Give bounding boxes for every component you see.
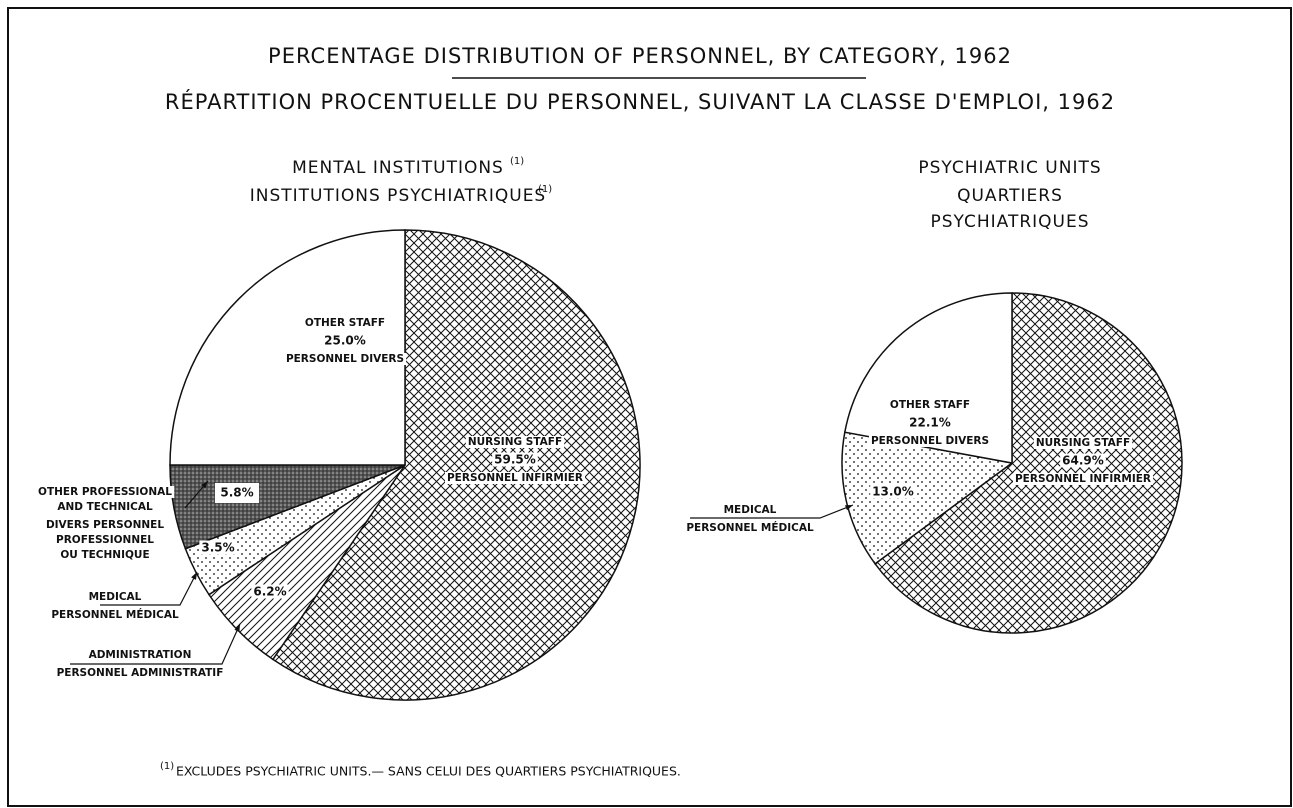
footnote: EXCLUDES PSYCHIATRIC UNITS.— SANS CELUI … xyxy=(176,764,681,779)
slice-label: OTHER STAFF xyxy=(890,399,970,411)
text-halo xyxy=(251,584,289,599)
arrowhead xyxy=(201,481,208,489)
arrowhead xyxy=(191,572,197,580)
text-halo xyxy=(302,317,388,329)
slice-label: NURSING STAFF xyxy=(1036,437,1130,449)
text-halo xyxy=(54,667,226,679)
title: PERCENTAGE DISTRIBUTION OF PERSONNEL, BY… xyxy=(268,44,1012,68)
text-halo xyxy=(684,521,816,534)
text-halo xyxy=(86,591,144,603)
slice-label: MEDICAL xyxy=(89,591,142,603)
pie-title: MENTAL INSTITUTIONS xyxy=(292,158,504,178)
slice-label: NURSING STAFF xyxy=(468,436,562,448)
slice-label-fr: PERSONNEL MÉDICAL xyxy=(51,608,179,621)
arrowhead xyxy=(845,505,853,511)
slice-label-fr: PERSONNEL MÉDICAL xyxy=(686,521,814,534)
slice-value: 25.0% xyxy=(324,334,366,348)
text-halo xyxy=(199,540,237,555)
pie-title-fr: PSYCHIATRIQUES xyxy=(930,212,1089,232)
leader xyxy=(70,623,241,665)
slice-label-fr: PERSONNEL DIVERS xyxy=(286,353,404,365)
slice-label: AND TECHNICAL xyxy=(57,501,153,513)
pie-slice xyxy=(874,292,1183,634)
slice-value: 6.2% xyxy=(253,585,286,599)
pie-slice xyxy=(843,292,1013,464)
pie-title-fr: QUARTIERS xyxy=(957,186,1063,206)
text-halo xyxy=(465,436,565,448)
pie-slice xyxy=(841,431,1014,565)
text-halo xyxy=(54,534,157,546)
slice-label-fr: DIVERS PERSONNEL xyxy=(46,519,164,531)
text-halo xyxy=(218,485,256,500)
slice-label-fr: PERSONNEL DIVERS xyxy=(871,435,989,447)
slice-label: OTHER PROFESSIONAL xyxy=(38,486,172,498)
slice-label: OTHER STAFF xyxy=(305,317,385,329)
slice-label-fr: PERSONNEL INFIRMIER xyxy=(447,472,583,484)
text-halo xyxy=(58,549,152,561)
text-halo xyxy=(870,484,916,499)
text-halo xyxy=(283,353,407,365)
slice-value: 64.9% xyxy=(1062,454,1104,468)
text-halo xyxy=(721,504,779,516)
pie-slice xyxy=(169,229,406,466)
text-halo xyxy=(1060,453,1106,468)
pie-slice xyxy=(271,229,641,701)
slice-label-fr: PERSONNEL INFIRMIER xyxy=(1015,473,1151,485)
text-halo xyxy=(1012,473,1154,485)
text-halo xyxy=(907,415,953,430)
text-halo xyxy=(444,472,586,484)
frame xyxy=(7,7,1292,807)
pie-title-fr: INSTITUTIONS PSYCHIATRIQUES xyxy=(250,186,546,206)
text-halo xyxy=(868,435,992,447)
text-halo xyxy=(36,486,175,498)
arrowhead xyxy=(234,624,240,632)
slice-label-fr: PROFESSIONNEL xyxy=(56,534,154,546)
title-ref: (1) xyxy=(538,184,552,195)
footnote-ref: (1) xyxy=(160,761,174,772)
text-halo xyxy=(322,333,368,348)
text-halo xyxy=(492,452,538,467)
pie-title: PSYCHIATRIC UNITS xyxy=(918,158,1101,178)
slice-value: 13.0% xyxy=(872,485,914,499)
slice-label-fr: OU TECHNIQUE xyxy=(60,549,149,561)
text-halo xyxy=(86,649,194,661)
slice-label: ADMINISTRATION xyxy=(89,649,192,661)
leader xyxy=(690,504,854,519)
title-ref: (1) xyxy=(510,156,524,167)
slice-value: 59.5% xyxy=(494,453,536,467)
text-halo xyxy=(49,608,181,621)
slice-value: 22.1% xyxy=(909,416,951,430)
slice-value: 5.8% xyxy=(220,486,253,500)
text-halo xyxy=(55,501,155,513)
slice-label: MEDICAL xyxy=(724,504,777,516)
title-fr: RÉPARTITION PROCENTUELLE DU PERSONNEL, S… xyxy=(165,89,1115,114)
text-halo xyxy=(1033,437,1133,449)
slice-label-fr: PERSONNEL ADMINISTRATIF xyxy=(57,667,224,679)
text-halo xyxy=(887,399,973,411)
leader xyxy=(100,571,198,606)
text-halo xyxy=(43,519,167,531)
slice-value: 3.5% xyxy=(201,541,234,555)
